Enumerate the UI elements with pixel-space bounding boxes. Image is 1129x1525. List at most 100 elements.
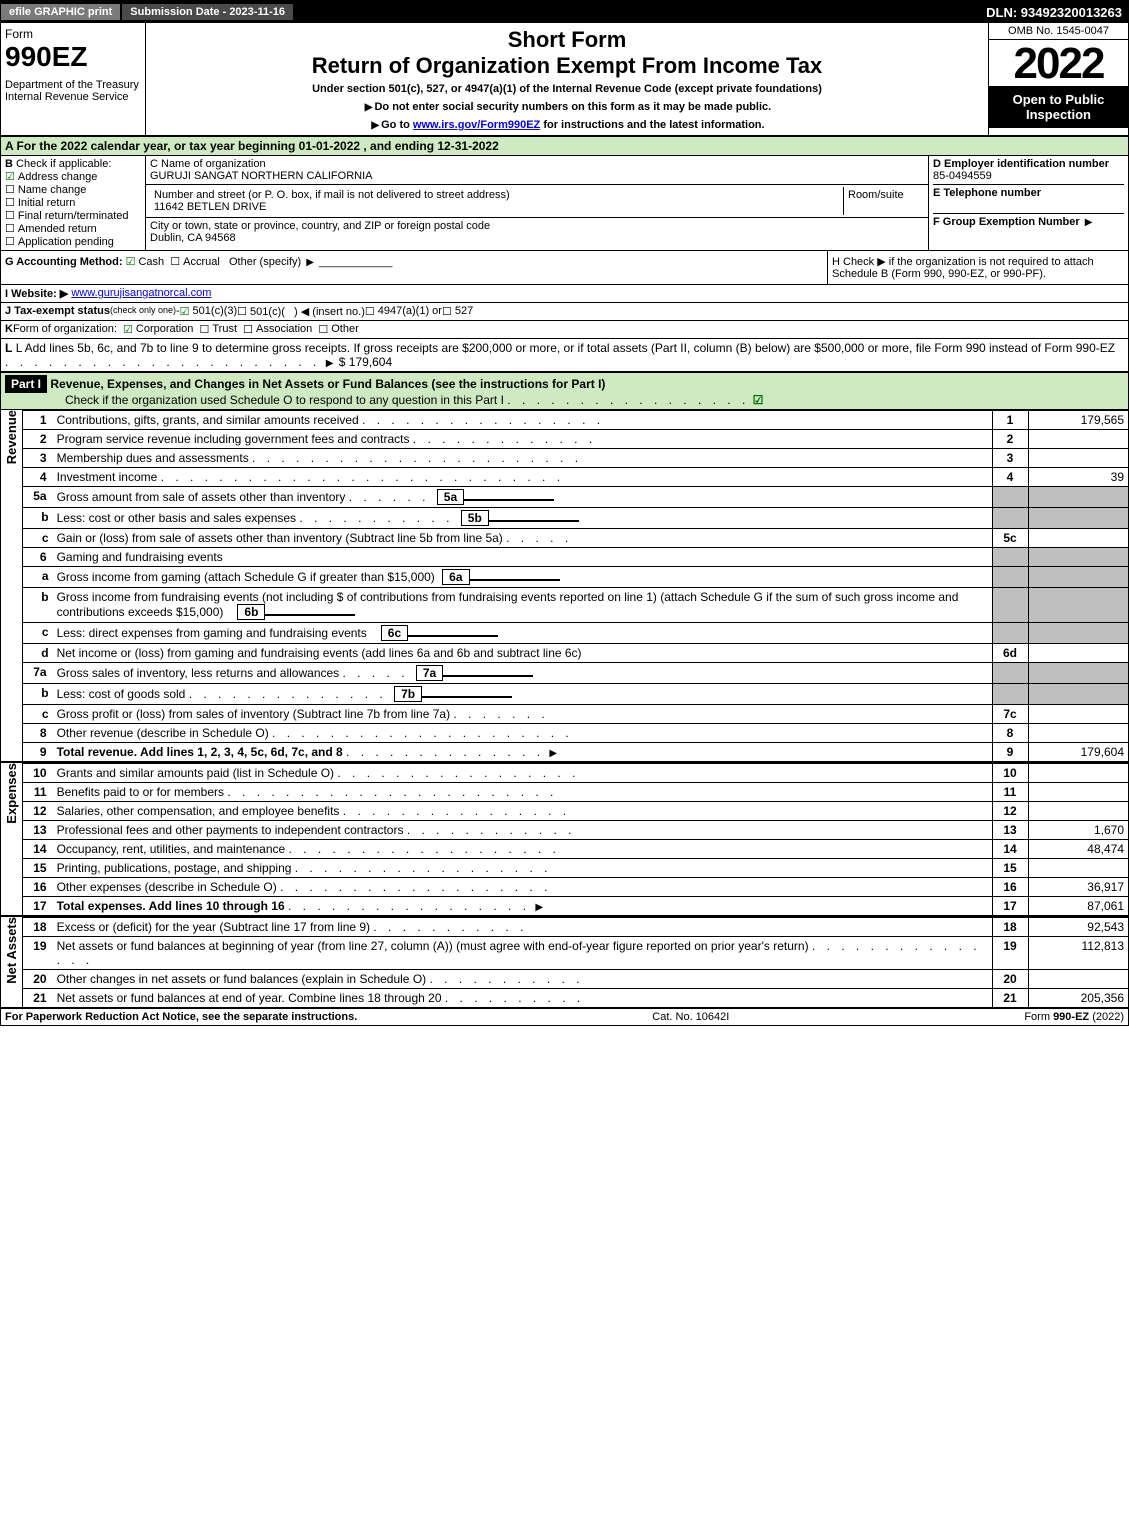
- line-2: 2Program service revenue including gover…: [23, 430, 1128, 449]
- address: 11642 BETLEN DRIVE: [154, 201, 839, 213]
- line-4: 4Investment income . . . . . . . . . . .…: [23, 468, 1128, 487]
- line-6c: cLess: direct expenses from gaming and f…: [23, 623, 1128, 644]
- part-1-bar: Part I: [5, 375, 47, 393]
- phone-label: E Telephone number: [933, 187, 1124, 199]
- header-info-block: B Check if applicable: Address change Na…: [1, 156, 1128, 251]
- org-name-label: C Name of organization: [150, 158, 924, 170]
- section-a: A For the 2022 calendar year, or tax yea…: [1, 136, 1128, 156]
- check-application-pending[interactable]: Application pending: [5, 235, 141, 248]
- address-label: Number and street (or P. O. box, if mail…: [154, 189, 839, 201]
- under-section: Under section 501(c), 527, or 4947(a)(1)…: [154, 83, 980, 95]
- irs-label: Internal Revenue Service: [5, 91, 141, 103]
- line-3: 3Membership dues and assessments . . . .…: [23, 449, 1128, 468]
- part-1-title: Revenue, Expenses, and Changes in Net As…: [50, 377, 605, 391]
- dept-label: Department of the Treasury: [5, 79, 141, 91]
- top-bar: efile GRAPHIC print Submission Date - 20…: [1, 1, 1128, 23]
- line-17: 17Total expenses. Add lines 10 through 1…: [23, 897, 1128, 916]
- short-form-title: Short Form: [154, 27, 980, 53]
- ein-label: D Employer identification number: [933, 158, 1124, 170]
- section-j: J Tax-exempt status (check only one) - 5…: [1, 303, 1128, 321]
- line-5b: bLess: cost or other basis and sales exp…: [23, 508, 1128, 529]
- revenue-block: Revenue 1Contributions, gifts, grants, a…: [1, 410, 1128, 761]
- net-assets-block: Net Assets 18Excess or (deficit) for the…: [1, 915, 1128, 1007]
- form-990ez: efile GRAPHIC print Submission Date - 20…: [0, 0, 1129, 1026]
- net-assets-table: 18Excess or (deficit) for the year (Subt…: [23, 917, 1128, 1007]
- group-exemption-label: F Group Exemption Number: [933, 216, 1080, 228]
- goto-line: Go to www.irs.gov/Form990EZ for instruct…: [154, 119, 980, 131]
- check-address-change[interactable]: Address change: [5, 170, 141, 183]
- line-6b: bGross income from fundraising events (n…: [23, 588, 1128, 623]
- line-9: 9Total revenue. Add lines 1, 2, 3, 4, 5c…: [23, 743, 1128, 762]
- line-5a: 5aGross amount from sale of assets other…: [23, 487, 1128, 508]
- section-b: B Check if applicable: Address change Na…: [1, 156, 146, 250]
- line-15: 15Printing, publications, postage, and s…: [23, 859, 1128, 878]
- line-21: 21Net assets or fund balances at end of …: [23, 989, 1128, 1008]
- website-link[interactable]: www.gurujisangatnorcal.com: [71, 287, 211, 300]
- line-7a: 7aGross sales of inventory, less returns…: [23, 663, 1128, 684]
- ein-value: 85-0494559: [933, 170, 1124, 182]
- net-assets-side-label: Net Assets: [1, 917, 23, 1007]
- irs-link[interactable]: www.irs.gov/Form990EZ: [413, 119, 540, 131]
- expenses-table: 10Grants and similar amounts paid (list …: [23, 763, 1128, 915]
- section-l: L L Add lines 5b, 6c, and 7b to line 9 t…: [1, 339, 1128, 372]
- line-7c: cGross profit or (loss) from sales of in…: [23, 705, 1128, 724]
- header-mid: Short Form Return of Organization Exempt…: [146, 23, 988, 135]
- line-8: 8Other revenue (describe in Schedule O) …: [23, 724, 1128, 743]
- expenses-block: Expenses 10Grants and similar amounts pa…: [1, 761, 1128, 915]
- check-initial-return[interactable]: Initial return: [5, 196, 141, 209]
- section-d-e-f: D Employer identification number 85-0494…: [928, 156, 1128, 250]
- city-value: Dublin, CA 94568: [150, 232, 924, 244]
- gross-receipts: $ 179,604: [339, 355, 392, 369]
- dln-label: DLN: 93492320013263: [986, 5, 1128, 20]
- open-inspection: Open to Public Inspection: [989, 86, 1128, 128]
- line-6: 6Gaming and fundraising events: [23, 548, 1128, 567]
- g-h-row: G Accounting Method: Cash Accrual Other …: [1, 251, 1128, 285]
- expenses-side-label: Expenses: [1, 763, 23, 915]
- form-ref: Form 990-EZ (2022): [1024, 1011, 1124, 1023]
- paperwork-notice: For Paperwork Reduction Act Notice, see …: [5, 1011, 357, 1023]
- check-final-return[interactable]: Final return/terminated: [5, 209, 141, 222]
- line-16: 16Other expenses (describe in Schedule O…: [23, 878, 1128, 897]
- line-20: 20Other changes in net assets or fund ba…: [23, 970, 1128, 989]
- city-label: City or town, state or province, country…: [150, 220, 924, 232]
- return-title: Return of Organization Exempt From Incom…: [154, 53, 980, 79]
- line-6d: dNet income or (loss) from gaming and fu…: [23, 644, 1128, 663]
- line-10: 10Grants and similar amounts paid (list …: [23, 764, 1128, 783]
- part-1-check: Check if the organization used Schedule …: [65, 393, 504, 407]
- line-5c: cGain or (loss) from sale of assets othe…: [23, 529, 1128, 548]
- check-name-change[interactable]: Name change: [5, 183, 141, 196]
- line-18: 18Excess or (deficit) for the year (Subt…: [23, 918, 1128, 937]
- section-c: C Name of organization GURUJI SANGAT NOR…: [146, 156, 928, 250]
- revenue-table: 1Contributions, gifts, grants, and simil…: [23, 410, 1128, 761]
- form-number: 990EZ: [5, 41, 141, 73]
- line-13: 13Professional fees and other payments t…: [23, 821, 1128, 840]
- efile-print-button[interactable]: efile GRAPHIC print: [1, 4, 122, 20]
- section-i: I Website: ▶ www.gurujisangatnorcal.com: [1, 285, 1128, 303]
- line-7b: bLess: cost of goods sold . . . . . . . …: [23, 684, 1128, 705]
- header-right: OMB No. 1545-0047 2022 Open to Public In…: [988, 23, 1128, 135]
- tax-year: 2022: [989, 40, 1128, 86]
- line-12: 12Salaries, other compensation, and empl…: [23, 802, 1128, 821]
- ssn-warning: Do not enter social security numbers on …: [154, 101, 980, 113]
- line-11: 11Benefits paid to or for members . . . …: [23, 783, 1128, 802]
- footer: For Paperwork Reduction Act Notice, see …: [1, 1007, 1128, 1025]
- line-1: 1Contributions, gifts, grants, and simil…: [23, 411, 1128, 430]
- check-amended-return[interactable]: Amended return: [5, 222, 141, 235]
- room-suite-label: Room/suite: [844, 187, 924, 215]
- line-6a: aGross income from gaming (attach Schedu…: [23, 567, 1128, 588]
- revenue-side-label: Revenue: [1, 410, 23, 761]
- org-name: GURUJI SANGAT NORTHERN CALIFORNIA: [150, 170, 924, 182]
- section-h: H Check ▶ if the organization is not req…: [828, 251, 1128, 284]
- form-header: Form 990EZ Department of the Treasury In…: [1, 23, 1128, 136]
- schedule-o-check[interactable]: [753, 393, 767, 407]
- line-14: 14Occupancy, rent, utilities, and mainte…: [23, 840, 1128, 859]
- line-19: 19Net assets or fund balances at beginni…: [23, 937, 1128, 970]
- section-g: G Accounting Method: Cash Accrual Other …: [1, 251, 828, 284]
- submission-date-button[interactable]: Submission Date - 2023-11-16: [122, 4, 295, 20]
- part-1-header: Part I Revenue, Expenses, and Changes in…: [1, 372, 1128, 410]
- form-word: Form: [5, 27, 141, 41]
- section-k: K Form of organization: Corporation Trus…: [1, 321, 1128, 339]
- cat-no: Cat. No. 10642I: [652, 1011, 729, 1023]
- omb-number: OMB No. 1545-0047: [989, 23, 1128, 40]
- header-left: Form 990EZ Department of the Treasury In…: [1, 23, 146, 135]
